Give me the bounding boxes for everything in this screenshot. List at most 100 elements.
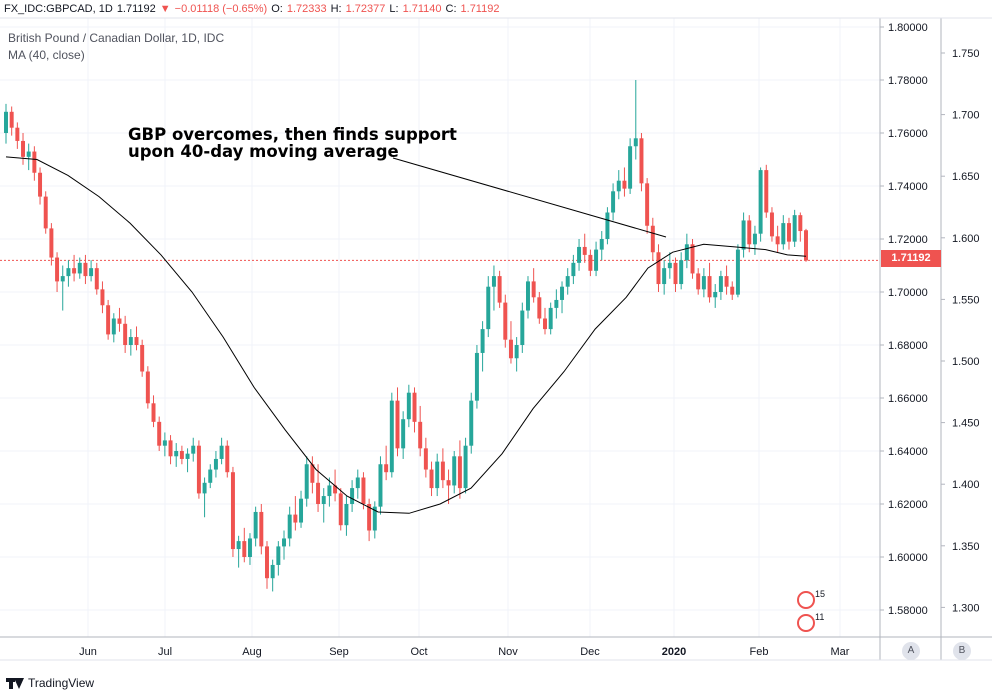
candle-body — [662, 268, 667, 285]
event-count-lower: 11 — [815, 612, 825, 622]
candle-body — [633, 138, 638, 147]
candle-body — [786, 223, 791, 242]
y-left-tick-label: 1.70000 — [888, 287, 928, 299]
x-tick-label: Dec — [580, 646, 600, 658]
candle-body — [344, 504, 349, 526]
candle-body — [265, 546, 269, 579]
candle-body — [72, 268, 77, 274]
price-axis-right-labels: 1.750 1.700 1.650 1.600 1.550 1.500 1.450 1.400… — [941, 48, 980, 614]
candle-body — [66, 268, 71, 277]
candle-body — [781, 223, 786, 245]
candle-body — [582, 246, 587, 255]
x-tick-label: Jul — [158, 646, 172, 658]
candle-body — [497, 276, 502, 303]
y-right-tick-label: 1.600 — [952, 233, 980, 245]
down-arrow-icon: ▼ — [159, 3, 171, 15]
candle-body — [514, 345, 519, 359]
candle-body — [520, 310, 525, 345]
price-axis-left-labels: 1.80000 1.78000 1.76000 1.74000 1.72000 1.700… — [880, 22, 928, 617]
candle-body — [162, 440, 167, 446]
candle-body — [191, 445, 196, 454]
candle-body — [656, 252, 661, 285]
candle-body — [15, 127, 20, 141]
uk-flag-event-icon[interactable] — [797, 591, 815, 609]
y-left-tick-label: 1.72000 — [888, 234, 928, 246]
candle-body — [599, 239, 604, 250]
candle-body — [77, 262, 82, 274]
candle-body — [247, 538, 252, 557]
pair-title[interactable]: British Pound / Canadian Dollar, 1D, IDC — [8, 31, 225, 45]
candle-body — [310, 464, 315, 483]
event-count-upper: 15 — [815, 589, 826, 599]
candle-body — [679, 260, 684, 285]
candle-body — [440, 461, 445, 481]
candle-body — [21, 140, 26, 157]
chart-grid — [0, 18, 880, 637]
low-value: 1.71140 — [402, 3, 442, 15]
y-right-tick-label: 1.300 — [952, 602, 980, 614]
candle-body — [401, 419, 406, 449]
candle-body — [718, 276, 723, 292]
candle-body — [645, 183, 650, 226]
candle-body — [730, 286, 735, 295]
x-tick-label: Mar — [831, 646, 850, 658]
ma-indicator-label[interactable]: MA (40, close) — [8, 48, 85, 62]
candle-body — [696, 273, 701, 290]
y-left-tick-label: 1.62000 — [888, 499, 928, 511]
time-axis-labels: Jun Jul Aug Sep Oct Nov Dec 2020 Feb Mar — [79, 646, 850, 658]
right-scale-button[interactable]: B — [953, 642, 971, 660]
candle-body — [395, 400, 400, 449]
candle-body — [43, 196, 48, 229]
candle-body — [463, 445, 468, 489]
candle-body — [117, 318, 122, 324]
candle-body — [140, 345, 145, 372]
candle-body — [242, 541, 247, 557]
candle-body — [304, 464, 309, 499]
candle-body — [713, 292, 718, 298]
candle-body — [253, 511, 258, 539]
change-value: −0.01118 (−0.65%) — [174, 3, 268, 15]
candle-body — [55, 257, 60, 282]
candle-body — [543, 318, 547, 330]
x-tick-label: Oct — [410, 646, 427, 658]
candle-body — [469, 400, 474, 446]
high-value: 1.72377 — [345, 3, 386, 15]
candle-body — [775, 236, 780, 245]
candle-body — [537, 297, 542, 319]
candle-body — [338, 493, 343, 526]
ca-flag-event-icon[interactable] — [797, 614, 815, 632]
candle-body — [389, 400, 394, 473]
candle-body — [384, 464, 389, 473]
candle-body — [571, 262, 576, 277]
candle-body — [764, 170, 769, 213]
candle-body — [185, 453, 190, 459]
y-left-tick-label: 1.74000 — [888, 181, 928, 193]
candle-body — [724, 276, 729, 287]
candle-body — [406, 392, 411, 420]
y-left-tick-label: 1.80000 — [888, 22, 928, 34]
candle-body — [486, 286, 491, 330]
x-tick-label: Feb — [750, 646, 769, 658]
candle-body — [611, 191, 616, 213]
low-label: L: — [389, 3, 399, 15]
candle-body — [735, 249, 740, 295]
auto-scale-button[interactable]: A — [902, 642, 920, 660]
candle-body — [83, 262, 88, 277]
candle-body — [548, 307, 553, 330]
candle-body — [157, 421, 162, 446]
candle-body — [804, 230, 808, 261]
x-tick-label: Nov — [498, 646, 518, 658]
candle-body — [412, 392, 417, 422]
candle-body — [480, 329, 485, 353]
tradingview-footer[interactable]: TradingView — [6, 676, 94, 690]
symbol-label[interactable]: FX_IDC:GBPCAD, 1D — [4, 3, 113, 15]
moving-average-line — [5, 156, 807, 514]
candle-body — [605, 212, 610, 239]
candle-body — [594, 249, 599, 271]
candle-body — [452, 456, 457, 486]
open-value: 1.72333 — [286, 3, 327, 15]
open-label: O: — [271, 3, 283, 15]
candle-body — [474, 352, 479, 401]
candle-body — [276, 546, 281, 565]
